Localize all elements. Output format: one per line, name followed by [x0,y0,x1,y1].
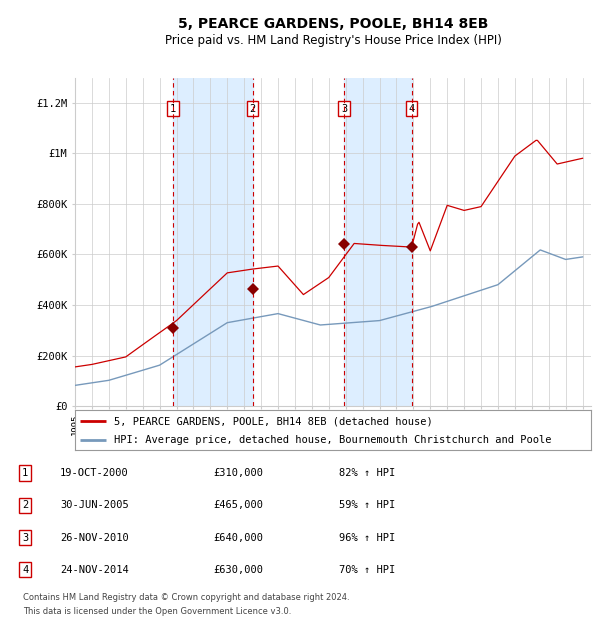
Text: Price paid vs. HM Land Registry's House Price Index (HPI): Price paid vs. HM Land Registry's House … [164,34,502,46]
Text: 3: 3 [22,533,28,542]
Text: HPI: Average price, detached house, Bournemouth Christchurch and Poole: HPI: Average price, detached house, Bour… [114,435,551,445]
Text: 2: 2 [250,104,256,113]
Text: 26-NOV-2010: 26-NOV-2010 [60,533,129,542]
Text: This data is licensed under the Open Government Licence v3.0.: This data is licensed under the Open Gov… [23,607,291,616]
Text: 1: 1 [170,104,176,113]
Text: Contains HM Land Registry data © Crown copyright and database right 2024.: Contains HM Land Registry data © Crown c… [23,593,349,603]
Text: 4: 4 [409,104,415,113]
Text: £630,000: £630,000 [213,565,263,575]
Bar [173,78,253,406]
Text: £310,000: £310,000 [213,468,263,478]
Text: 82% ↑ HPI: 82% ↑ HPI [339,468,395,478]
Text: 2: 2 [22,500,28,510]
Text: 1: 1 [22,468,28,478]
Text: 3: 3 [341,104,347,113]
Text: 59% ↑ HPI: 59% ↑ HPI [339,500,395,510]
Text: 19-OCT-2000: 19-OCT-2000 [60,468,129,478]
Text: 5, PEARCE GARDENS, POOLE, BH14 8EB: 5, PEARCE GARDENS, POOLE, BH14 8EB [178,17,488,30]
Text: 70% ↑ HPI: 70% ↑ HPI [339,565,395,575]
Text: 24-NOV-2014: 24-NOV-2014 [60,565,129,575]
Text: 30-JUN-2005: 30-JUN-2005 [60,500,129,510]
Text: £465,000: £465,000 [213,500,263,510]
Text: £640,000: £640,000 [213,533,263,542]
Bar [344,78,412,406]
Text: 96% ↑ HPI: 96% ↑ HPI [339,533,395,542]
Text: 5, PEARCE GARDENS, POOLE, BH14 8EB (detached house): 5, PEARCE GARDENS, POOLE, BH14 8EB (deta… [114,417,433,427]
Text: 4: 4 [22,565,28,575]
